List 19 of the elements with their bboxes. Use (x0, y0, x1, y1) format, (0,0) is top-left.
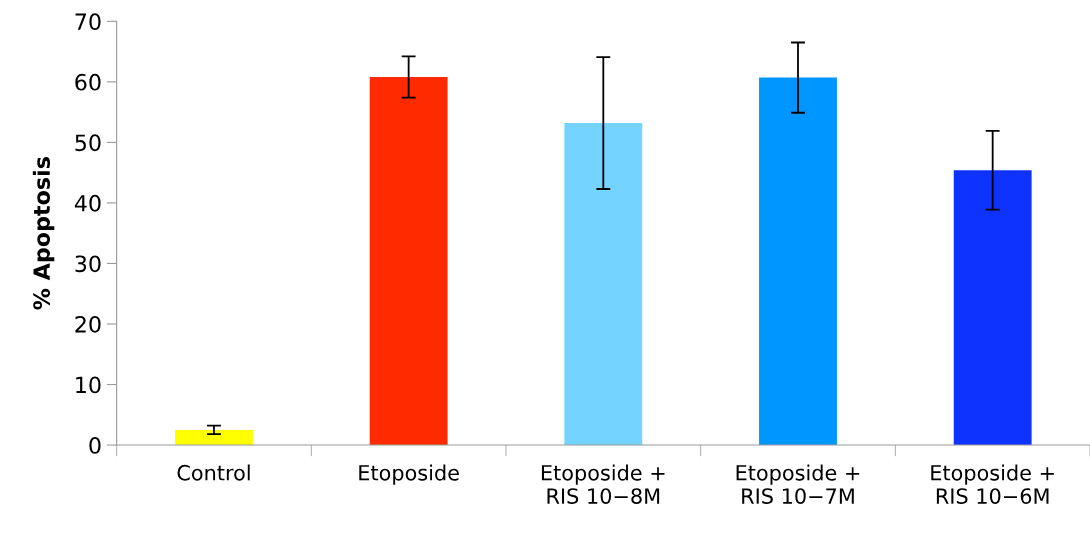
y-tick-label: 0 (89, 437, 101, 454)
y-axis-title: % Apoptosis (32, 157, 55, 310)
y-tick-label: 70 (75, 13, 101, 31)
bar (564, 123, 643, 446)
x-tick-label: Etoposide (359, 464, 459, 485)
x-tick-label: Etoposide + RIS 10−7M (736, 464, 860, 504)
y-tick-label: 10 (76, 376, 101, 394)
bar (369, 77, 448, 446)
bar (175, 429, 253, 446)
y-tick-label: 20 (75, 315, 101, 333)
y-tick-label: 30 (75, 255, 101, 273)
x-tick-label: Etoposide + RIS 10−8M (541, 464, 665, 504)
y-tick-label: 50 (75, 134, 101, 152)
y-tick-label: 40 (74, 194, 101, 212)
bar (759, 77, 837, 446)
y-tick-label: 60 (75, 73, 101, 91)
x-tick-label: Control (177, 464, 250, 481)
bar (953, 170, 1032, 446)
x-tick-label: Etoposide + RIS 10−6M (931, 464, 1054, 504)
